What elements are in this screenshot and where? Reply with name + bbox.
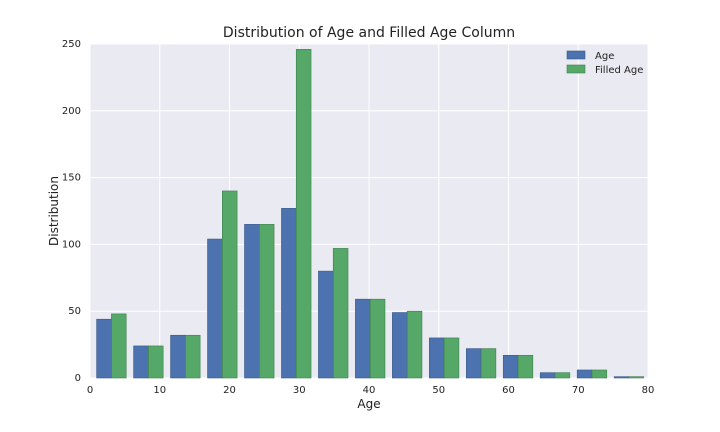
bars-group [96, 49, 645, 379]
y-tick-labels: 0 50 100 150 200 250 [62, 39, 81, 384]
bar-filled-age [111, 313, 127, 379]
x-tick-labels: 0 10 20 30 40 50 60 70 80 [87, 385, 655, 396]
x-tick-label: 30 [293, 385, 306, 396]
bar-age [466, 348, 482, 379]
legend-label-filled-age: Filled Age [595, 65, 643, 76]
x-tick-label: 0 [87, 385, 93, 396]
y-tick-label: 150 [62, 173, 81, 184]
bar-filled-age [406, 310, 423, 379]
y-tick-label: 100 [62, 239, 81, 250]
x-tick-label: 50 [432, 385, 445, 396]
bar-age [207, 238, 223, 379]
bar-age [244, 224, 260, 379]
bar-filled-age [222, 190, 238, 379]
x-axis-label: Age [357, 397, 380, 411]
bar-age [613, 376, 630, 379]
bar-filled-age [443, 337, 460, 379]
y-tick-label: 200 [62, 106, 81, 117]
bar-filled-age [591, 369, 608, 379]
legend-swatch-age [566, 50, 586, 60]
bar-filled-age [148, 345, 164, 379]
x-tick-label: 60 [502, 385, 515, 396]
bar-age [539, 372, 556, 379]
bar-filled-age [628, 376, 645, 379]
x-tick-label: 40 [363, 385, 376, 396]
bar-age [502, 354, 519, 379]
bar-age [170, 334, 186, 379]
x-tick-label: 10 [153, 385, 166, 396]
x-tick-label: 20 [223, 385, 236, 396]
bar-age [355, 298, 371, 379]
legend-label-age: Age [595, 51, 614, 62]
legend: Age Filled Age [566, 50, 643, 76]
bar-age [96, 318, 112, 379]
chart-title: Distribution of Age and Filled Age Colum… [223, 25, 515, 41]
y-axis-label: Distribution [47, 176, 61, 246]
x-tick-label: 80 [642, 385, 655, 396]
bar-filled-age [369, 298, 386, 379]
y-tick-label: 250 [62, 39, 81, 50]
bar-filled-age [517, 354, 534, 379]
bar-filled-age [258, 224, 275, 379]
bar-age [281, 208, 297, 379]
bar-age [429, 337, 445, 379]
legend-swatch-filled-age [566, 64, 586, 74]
bar-age [392, 312, 408, 379]
bar-age [318, 270, 334, 379]
x-tick-label: 70 [572, 385, 585, 396]
bar-filled-age [295, 49, 312, 379]
bar-filled-age [480, 348, 497, 379]
bar-filled-age [185, 334, 201, 379]
bar-age [576, 369, 593, 379]
bar-filled-age [554, 372, 571, 379]
bar-filled-age [332, 248, 349, 379]
bar-age [133, 345, 149, 379]
y-tick-label: 0 [75, 373, 81, 384]
y-tick-label: 50 [68, 306, 81, 317]
